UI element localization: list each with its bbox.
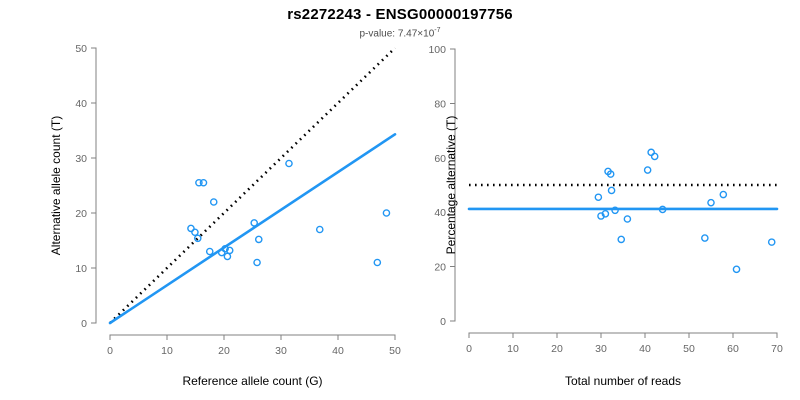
data-point bbox=[187, 224, 195, 233]
y-axis-line bbox=[91, 47, 97, 324]
data-point bbox=[601, 210, 610, 218]
figure-title: rs2272243 - ENSG00000197756 bbox=[287, 6, 513, 23]
data-point bbox=[382, 209, 391, 217]
data-point bbox=[719, 190, 728, 199]
data-point bbox=[191, 228, 199, 237]
x-tick-label: 0 bbox=[107, 345, 113, 357]
data-point bbox=[647, 148, 655, 157]
y-tick-label: 40 bbox=[75, 98, 87, 110]
x-tick-label: 20 bbox=[218, 345, 230, 357]
y-axis: 0 10 20 30 40 50 Alternative allele count (T) bbox=[49, 43, 97, 330]
data-point bbox=[617, 235, 626, 244]
data-point bbox=[253, 258, 261, 267]
x-axis-title: Total number of reads bbox=[565, 374, 681, 388]
y-tick-label: 100 bbox=[428, 44, 446, 56]
data-point bbox=[606, 170, 615, 178]
scatter-allele-counts: 0 10 20 30 40 50 Reference allele count (G) 0 10… bbox=[49, 43, 401, 388]
x-axis-line bbox=[468, 332, 778, 338]
panel-allele-counts: 0 10 20 30 40 50 Reference allele count (G) 0 10… bbox=[49, 43, 401, 388]
data-point bbox=[315, 225, 324, 234]
figure-subtitle: p-value: 7.47×10-7 bbox=[0, 27, 800, 39]
x-tick-label: 10 bbox=[507, 343, 519, 355]
data-point bbox=[221, 244, 229, 253]
x-tick-label: 10 bbox=[161, 345, 173, 357]
y-tick-label: 10 bbox=[75, 263, 87, 275]
data-point bbox=[195, 178, 203, 187]
x-axis: 0 10 20 30 40 50 Reference allele count (G) bbox=[107, 334, 401, 388]
pvalue-exponent: -7 bbox=[434, 27, 441, 34]
y-tick-label: 20 bbox=[434, 262, 446, 274]
data-point bbox=[767, 238, 776, 246]
x-tick-label: 0 bbox=[466, 343, 472, 355]
x-tick-label: 50 bbox=[389, 345, 401, 357]
y-axis: 0 20 40 60 80 100 Percentage alternative (T) bbox=[428, 44, 458, 328]
data-point bbox=[607, 186, 616, 195]
panel-percentage-alternative: 0 10 20 30 40 50 60 70 Total number of reads 0 20 4… bbox=[420, 0, 800, 400]
y-tick-label: 80 bbox=[434, 98, 446, 110]
data-point bbox=[223, 252, 232, 261]
x-tick-label: 40 bbox=[639, 343, 651, 355]
scatter-percentage-alternative: 0 10 20 30 40 50 60 70 Total number of reads 0 20 4… bbox=[428, 44, 783, 388]
data-point bbox=[199, 178, 208, 187]
data-point bbox=[643, 166, 652, 174]
data-point bbox=[594, 193, 603, 202]
y-tick-label: 30 bbox=[75, 153, 87, 165]
data-point bbox=[193, 234, 202, 243]
x-axis-title: Reference allele count (G) bbox=[182, 374, 322, 388]
data-point bbox=[205, 247, 214, 256]
x-tick-label: 40 bbox=[332, 345, 344, 357]
data-point bbox=[611, 206, 619, 215]
x-axis: 0 10 20 30 40 50 60 70 Total number of reads bbox=[466, 332, 783, 388]
pvalue-text: p-value: 7.47×10 bbox=[359, 28, 435, 40]
x-tick-label: 60 bbox=[727, 343, 739, 355]
plot-area bbox=[467, 148, 779, 274]
y-axis-title: Alternative allele count (T) bbox=[49, 116, 63, 255]
data-point bbox=[732, 265, 741, 274]
data-point bbox=[707, 198, 715, 207]
data-point bbox=[373, 258, 382, 267]
x-axis-line bbox=[109, 334, 396, 340]
data-point bbox=[250, 219, 259, 227]
y-tick-label: 20 bbox=[75, 208, 87, 220]
data-point bbox=[650, 152, 659, 161]
fit-line bbox=[108, 133, 397, 325]
y-tick-label: 60 bbox=[434, 153, 446, 165]
data-point bbox=[701, 234, 709, 242]
y-axis-title: Percentage alternative (T) bbox=[444, 116, 458, 255]
x-tick-label: 30 bbox=[275, 345, 287, 357]
x-tick-label: 30 bbox=[595, 343, 607, 355]
data-point bbox=[254, 235, 263, 244]
y-tick-label: 50 bbox=[75, 43, 87, 55]
data-point bbox=[623, 215, 632, 223]
data-point bbox=[225, 246, 234, 255]
y-tick-label: 0 bbox=[81, 318, 87, 330]
plot-area bbox=[108, 47, 397, 325]
data-point bbox=[285, 159, 293, 168]
data-point bbox=[658, 205, 667, 214]
data-point bbox=[209, 198, 218, 206]
x-tick-label: 50 bbox=[683, 343, 695, 355]
y-tick-label: 0 bbox=[440, 316, 446, 328]
y-tick-label: 40 bbox=[434, 207, 446, 219]
x-tick-label: 70 bbox=[771, 343, 783, 355]
x-tick-label: 20 bbox=[551, 343, 563, 355]
reference-line bbox=[109, 47, 396, 324]
